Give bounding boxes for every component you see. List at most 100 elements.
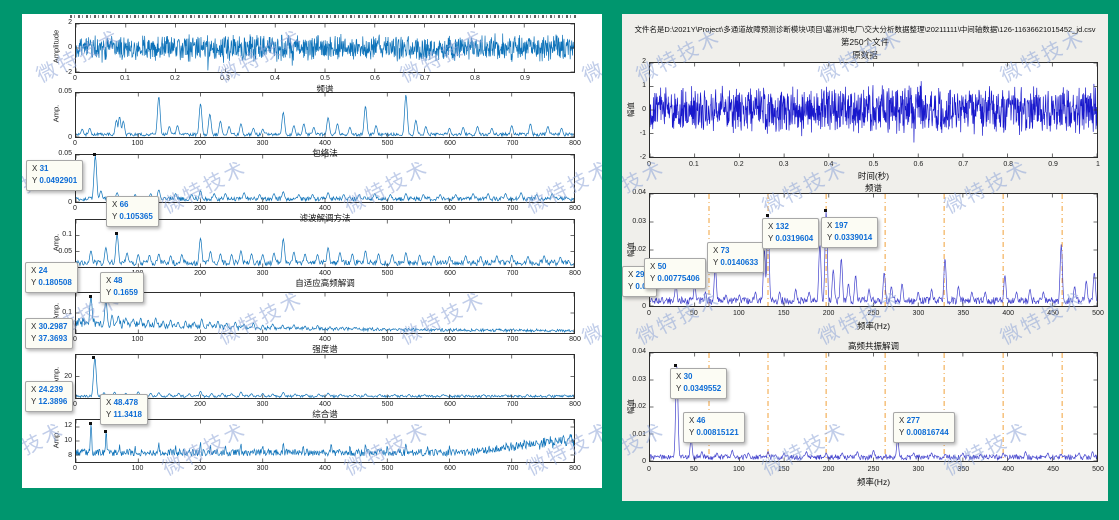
plot-area[interactable] <box>75 92 575 138</box>
datatip[interactable]: X 24 Y 0.180508 <box>25 262 78 293</box>
x-tick-label: 100 <box>131 336 144 343</box>
y-tick-label: 0 <box>68 134 72 141</box>
datatip[interactable]: X 46 Y 0.00815121 <box>683 412 745 443</box>
datatip[interactable]: X 30.2987 Y 37.3693 <box>25 318 74 349</box>
y-tick-label: 0.1 <box>62 309 72 316</box>
subplot-title: 频谱 <box>864 183 882 193</box>
datatip-marker <box>92 153 96 157</box>
y-tick-label: 2 <box>68 19 72 26</box>
right-figure-title-fileindex: 第250个文件 <box>840 37 890 47</box>
x-tick-label: 500 <box>1092 466 1104 473</box>
y-tick-label: 0 <box>68 44 72 51</box>
datatip[interactable]: X 48 Y 0.1659 <box>100 272 144 303</box>
left-figure-title-illegible <box>70 15 578 18</box>
x-tick-label: 200 <box>194 140 206 147</box>
x-tick-label: 200 <box>822 466 835 473</box>
y-tick-label: 0.05 <box>58 150 72 157</box>
x-tick-label: 500 <box>381 270 394 277</box>
datatip[interactable]: X 48.478 Y 11.3418 <box>100 394 148 425</box>
right-figure-title-filepath: 文件名是D:\2021Y\Project\多通道故障预测诊断模块\项目\葛洲坝电… <box>634 25 1096 34</box>
datatip-marker <box>103 429 107 433</box>
x-tick-label: 1 <box>1096 161 1100 168</box>
x-tick-label: 600 <box>444 205 456 212</box>
x-axis-label: 自适应高频解调 <box>295 278 355 288</box>
datatip-marker <box>824 208 828 212</box>
x-tick-label: 400 <box>1002 310 1015 317</box>
left-figure-window[interactable]: Amplitude -2 0 2 0 0.1 0.2 0.3 0.4 0.5 0.6 0.7 0.8 0.… <box>22 14 602 488</box>
x-tick-label: 0.6 <box>370 75 380 82</box>
x-tick-label: 0 <box>73 75 77 82</box>
x-tick-label: 250 <box>867 466 880 473</box>
x-tick-label: 50 <box>689 310 698 317</box>
x-tick-label: 700 <box>506 205 519 212</box>
signal-plot <box>75 355 575 399</box>
datatip-marker <box>674 364 678 368</box>
x-axis-label: 频率(Hz) <box>856 321 891 331</box>
x-tick-label: 0 <box>647 466 651 473</box>
y-tick-label: 0.01 <box>632 430 646 438</box>
plot-area[interactable] <box>75 419 575 463</box>
x-tick-label: 600 <box>444 465 456 472</box>
x-tick-label: 300 <box>256 401 269 408</box>
datatip[interactable]: X 31 Y 0.0492901 <box>26 160 84 191</box>
x-tick-label: 800 <box>569 465 581 472</box>
y-tick-label: 20 <box>64 372 72 380</box>
x-tick-label: 200 <box>194 401 206 408</box>
x-tick-label: 300 <box>256 140 269 147</box>
x-tick-label: 100 <box>732 466 745 473</box>
y-tick-label: -2 <box>639 154 646 161</box>
x-tick-label: 0.4 <box>270 75 280 82</box>
datatip[interactable]: X 73 Y 0.0140633 <box>707 242 765 273</box>
x-tick-label: 400 <box>1002 466 1015 473</box>
x-tick-label: 400 <box>319 270 331 277</box>
plot-area[interactable] <box>75 354 575 399</box>
datatip[interactable]: X 132 Y 0.0319604 <box>762 218 820 249</box>
datatip[interactable]: X 50 Y 0.00775406 <box>644 258 706 289</box>
y-tick-label: 0.1 <box>62 231 72 239</box>
plot-area[interactable] <box>75 23 575 73</box>
datatip-marker <box>766 214 769 218</box>
x-tick-label: 500 <box>1092 310 1104 317</box>
watermark: 微特技术 <box>579 26 602 88</box>
datatip-marker <box>88 294 92 298</box>
signal-plot <box>649 62 1098 158</box>
x-tick-label: 500 <box>381 205 394 212</box>
x-tick-label: 600 <box>444 336 456 343</box>
x-tick-label: 300 <box>256 465 269 472</box>
x-tick-label: 800 <box>569 401 581 408</box>
datatip[interactable]: X 24.239 Y 12.3896 <box>25 381 74 412</box>
plot-area[interactable] <box>75 292 575 334</box>
x-tick-label: 600 <box>444 270 456 277</box>
x-tick-label: 500 <box>381 140 394 147</box>
signal-plot <box>75 23 575 73</box>
x-axis-label: 时间(秒) <box>857 171 890 181</box>
y-tick-label: 0.05 <box>58 88 72 95</box>
x-tick-label: 0.2 <box>733 161 744 168</box>
x-tick-label: 150 <box>777 310 790 317</box>
x-tick-label: 0.5 <box>320 75 330 82</box>
plot-area[interactable] <box>75 219 575 268</box>
x-tick-label: 0 <box>73 336 77 343</box>
datatip[interactable]: X 66 Y 0.105365 <box>106 196 159 227</box>
y-tick-label: 0.03 <box>632 217 646 225</box>
datatip[interactable]: X 197 Y 0.0339014 <box>821 217 879 248</box>
plot-area[interactable] <box>75 154 575 203</box>
x-tick-label: 0 <box>73 140 77 147</box>
x-tick-label: 700 <box>506 465 519 472</box>
x-tick-label: 0.8 <box>470 75 480 82</box>
x-tick-label: 300 <box>912 310 925 317</box>
datatip[interactable]: X 30 Y 0.0349552 <box>670 368 728 399</box>
subplot-title: 高频共振解调 <box>847 341 899 351</box>
x-tick-label: 300 <box>256 205 269 212</box>
datatip[interactable]: X 277 Y 0.00816744 <box>893 412 955 443</box>
right-figure-window[interactable]: 文件名是D:\2021Y\Project\多通道故障预测诊断模块\项目\葛洲坝电… <box>622 14 1108 501</box>
x-tick-label: 0.9 <box>1048 161 1058 168</box>
y-tick-label: 0 <box>642 106 646 113</box>
plot-area[interactable] <box>649 62 1098 158</box>
x-tick-label: 150 <box>777 466 790 473</box>
x-tick-label: 700 <box>506 336 519 343</box>
x-axis-label: 包络法 <box>312 148 338 158</box>
signal-plot <box>75 92 575 138</box>
plot-area[interactable] <box>649 352 1098 462</box>
